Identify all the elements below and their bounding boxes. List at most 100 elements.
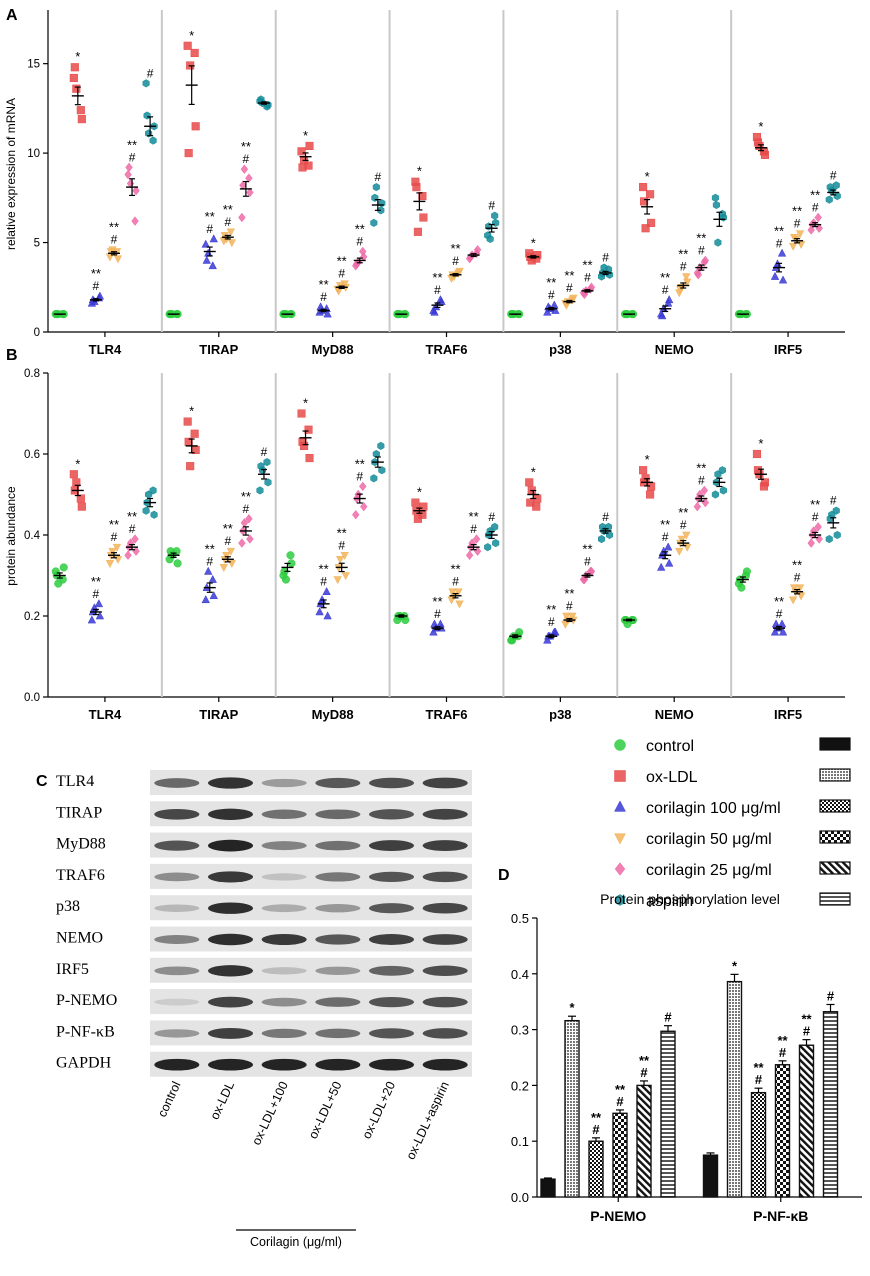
data-point bbox=[418, 191, 427, 201]
significance-label: # bbox=[602, 251, 609, 265]
significance-label: * bbox=[645, 452, 650, 467]
significance-label: # bbox=[776, 607, 783, 621]
data-point bbox=[77, 502, 86, 511]
data-point bbox=[341, 572, 350, 581]
blot-band bbox=[422, 1058, 468, 1071]
lane-label: ox-LDL+50 bbox=[306, 1079, 345, 1141]
significance-label: ** bbox=[777, 1033, 788, 1048]
data-point bbox=[711, 490, 719, 499]
x-tick-label: TRAF6 bbox=[426, 342, 468, 357]
blot-band bbox=[261, 1058, 307, 1071]
significance-label: ** bbox=[127, 509, 137, 524]
bar bbox=[540, 1178, 556, 1198]
significance-label: * bbox=[417, 485, 422, 500]
y-tick-label: 0.1 bbox=[511, 1134, 529, 1149]
data-point bbox=[714, 238, 722, 247]
data-point bbox=[77, 115, 86, 124]
significance-label: ** bbox=[582, 257, 592, 272]
significance-label: # bbox=[794, 571, 801, 585]
legend-label: corilagin 25 μg/ml bbox=[646, 862, 772, 879]
significance-label: ** bbox=[337, 525, 347, 540]
significance-label: ** bbox=[546, 602, 556, 617]
corilagin-label: Corilagin (μg/ml) bbox=[250, 1235, 342, 1249]
bar bbox=[588, 1140, 604, 1198]
blot-band bbox=[422, 808, 468, 820]
data-point bbox=[378, 466, 386, 475]
chart-title: Protein phosphorylation level bbox=[600, 891, 780, 907]
significance-label: # bbox=[111, 530, 118, 544]
data-point bbox=[94, 599, 104, 608]
significance-label: # bbox=[680, 518, 687, 532]
data-point bbox=[208, 574, 217, 583]
data-point bbox=[149, 136, 157, 145]
significance-label: ** bbox=[696, 460, 706, 475]
significance-label: # bbox=[320, 575, 327, 589]
blot-row-label: p38 bbox=[56, 898, 80, 915]
data-point bbox=[173, 559, 182, 568]
significance-label: # bbox=[452, 575, 459, 589]
significance-label: ** bbox=[241, 139, 251, 154]
data-point bbox=[142, 79, 150, 88]
legend-label: aspirin bbox=[646, 893, 693, 910]
blot-strip bbox=[150, 832, 472, 858]
data-point bbox=[719, 486, 727, 495]
bar bbox=[702, 1154, 719, 1198]
legend-swatch bbox=[819, 768, 851, 782]
x-tick-label: p38 bbox=[549, 342, 571, 357]
significance-label: ** bbox=[241, 489, 251, 504]
significance-label: ** bbox=[91, 574, 101, 589]
data-point bbox=[352, 509, 360, 520]
blot-band bbox=[154, 778, 200, 788]
data-point bbox=[190, 48, 199, 57]
data-point bbox=[76, 106, 85, 115]
blot-band bbox=[207, 996, 254, 1008]
blot-band bbox=[368, 996, 415, 1008]
blot-band bbox=[154, 904, 200, 912]
data-point bbox=[69, 73, 78, 83]
data-point bbox=[132, 546, 140, 556]
blot-band bbox=[261, 841, 307, 851]
data-point bbox=[826, 514, 834, 523]
panel-label-d: D bbox=[498, 867, 510, 884]
significance-label: ** bbox=[660, 270, 670, 285]
data-point bbox=[419, 213, 428, 222]
blot-band bbox=[422, 996, 468, 1008]
data-point bbox=[641, 224, 650, 233]
data-point bbox=[752, 449, 762, 459]
data-point bbox=[183, 417, 192, 426]
data-point bbox=[371, 193, 379, 202]
bar bbox=[636, 1084, 652, 1198]
legend-label: corilagin 50 μg/ml bbox=[646, 831, 772, 848]
bar bbox=[822, 1011, 839, 1198]
y-tick-label: 0.2 bbox=[24, 611, 40, 623]
blot-strip bbox=[150, 770, 472, 795]
panel-c-western-blot: TLR4 TIRAP MyD88 TRAF6 p38 NEMO IRF5 P-NEMO P-NF… bbox=[56, 770, 472, 1249]
significance-label: ** bbox=[615, 1082, 626, 1097]
panel-a-mrna-scatter: relative expression of mRNA 0 5 10 15 TLR4 * #… bbox=[4, 10, 845, 357]
x-tick-label: P-NEMO bbox=[590, 1208, 646, 1224]
significance-label: ** bbox=[792, 204, 802, 219]
data-point bbox=[701, 497, 710, 508]
significance-label: # bbox=[488, 510, 495, 524]
blot-strip bbox=[150, 895, 472, 921]
data-point bbox=[569, 294, 578, 303]
y-axis-label: protein abundance bbox=[4, 486, 18, 586]
significance-label: ** bbox=[450, 241, 460, 256]
data-point bbox=[298, 163, 307, 172]
blot-strip bbox=[150, 957, 472, 983]
blot-band bbox=[368, 840, 415, 852]
data-point bbox=[562, 612, 571, 621]
blot-band bbox=[261, 967, 307, 975]
blot-band bbox=[207, 777, 254, 789]
data-point bbox=[677, 535, 686, 544]
data-point bbox=[789, 233, 799, 242]
significance-label: ** bbox=[205, 209, 215, 224]
data-point bbox=[455, 267, 464, 276]
significance-label: # bbox=[662, 530, 669, 544]
data-point bbox=[263, 458, 271, 467]
lane-label: control bbox=[155, 1079, 184, 1119]
data-point bbox=[485, 222, 493, 231]
data-point bbox=[256, 486, 264, 495]
data-point bbox=[795, 230, 805, 239]
data-point bbox=[778, 275, 788, 284]
